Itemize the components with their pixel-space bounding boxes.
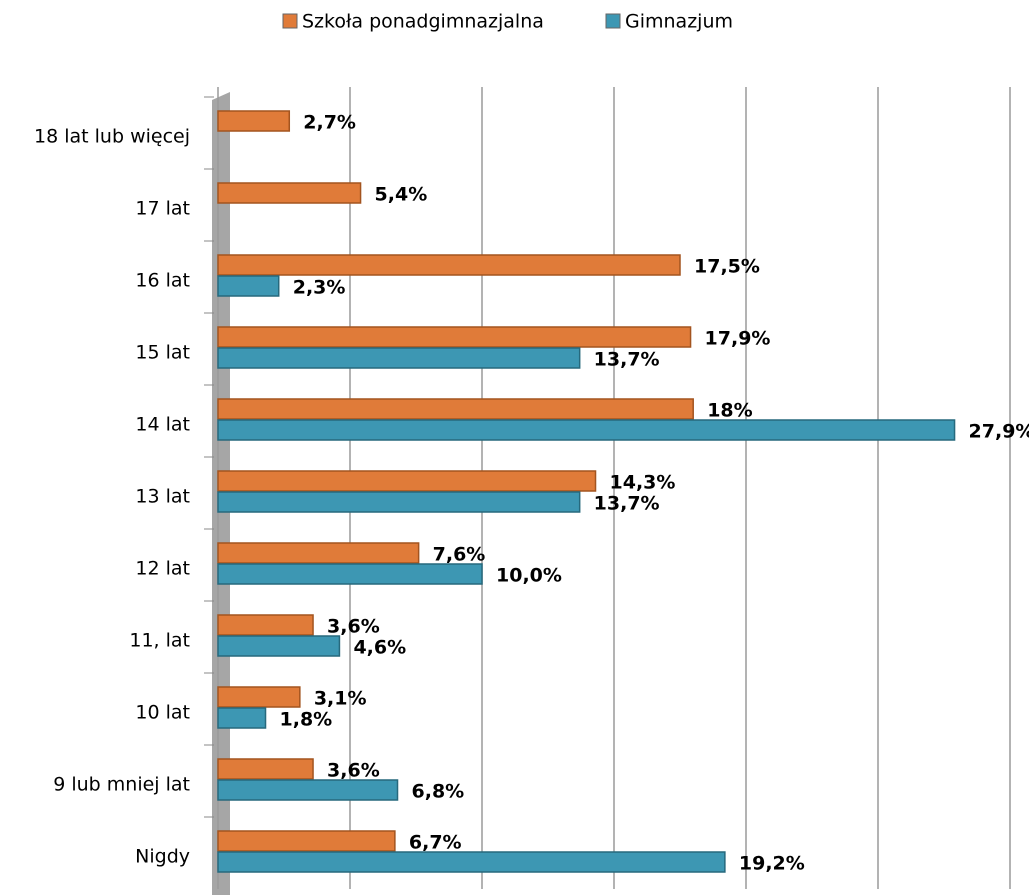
bar	[217, 851, 726, 873]
bar	[217, 614, 314, 636]
value-label: 2,3%	[293, 277, 346, 299]
y-tick-label: 14 lat	[135, 414, 190, 436]
value-label: 13,7%	[594, 349, 660, 371]
value-label: 6,7%	[409, 832, 462, 854]
y-tick-label: 17 lat	[135, 198, 190, 220]
bar	[217, 347, 581, 369]
bar	[217, 779, 399, 801]
bar	[217, 686, 301, 708]
y-tick-label: 18 lat lub więcej	[34, 126, 190, 148]
y-tick-label: Nigdy	[135, 846, 190, 868]
y-tick-label: 13 lat	[135, 486, 190, 508]
value-label: 13,7%	[594, 493, 660, 515]
value-label: 3,6%	[327, 760, 380, 782]
bar	[217, 275, 280, 297]
legend-swatch	[605, 13, 621, 29]
bar	[217, 110, 291, 132]
value-label: 1,8%	[280, 709, 333, 731]
value-label: 5,4%	[375, 184, 428, 206]
y-tick-label: 15 lat	[135, 342, 190, 364]
bar	[217, 398, 694, 420]
value-label: 3,1%	[314, 688, 367, 710]
y-tick-label: 10 lat	[135, 702, 190, 724]
value-label: 7,6%	[433, 544, 486, 566]
bar	[217, 470, 597, 492]
value-label: 4,6%	[353, 637, 406, 659]
bar	[217, 491, 581, 513]
value-label: 19,2%	[739, 853, 805, 875]
value-label: 17,5%	[694, 256, 760, 278]
value-label: 2,7%	[303, 112, 356, 134]
value-label: 18%	[707, 400, 752, 422]
bar	[217, 707, 267, 729]
bar	[217, 254, 681, 276]
bar	[217, 419, 956, 441]
bar	[217, 182, 362, 204]
bar	[217, 326, 692, 348]
legend-swatch	[282, 13, 298, 29]
y-tick-label: 16 lat	[135, 270, 190, 292]
bar	[217, 563, 483, 585]
legend-label: Gimnazjum	[625, 11, 733, 33]
y-tick-label: 9 lub mniej lat	[53, 774, 190, 796]
y-tick-label: 12 lat	[135, 558, 190, 580]
value-label: 14,3%	[610, 472, 676, 494]
value-label: 6,8%	[412, 781, 465, 803]
bar	[217, 635, 341, 657]
y-tick-label: 11, lat	[129, 630, 190, 652]
legend-label: Szkoła ponadgimnazjalna	[302, 11, 544, 33]
bar	[217, 830, 396, 852]
value-label: 3,6%	[327, 616, 380, 638]
value-label: 17,9%	[705, 328, 771, 350]
value-label: 27,9%	[969, 421, 1029, 443]
bar	[217, 542, 420, 564]
value-label: 10,0%	[496, 565, 562, 587]
bar	[217, 758, 314, 780]
